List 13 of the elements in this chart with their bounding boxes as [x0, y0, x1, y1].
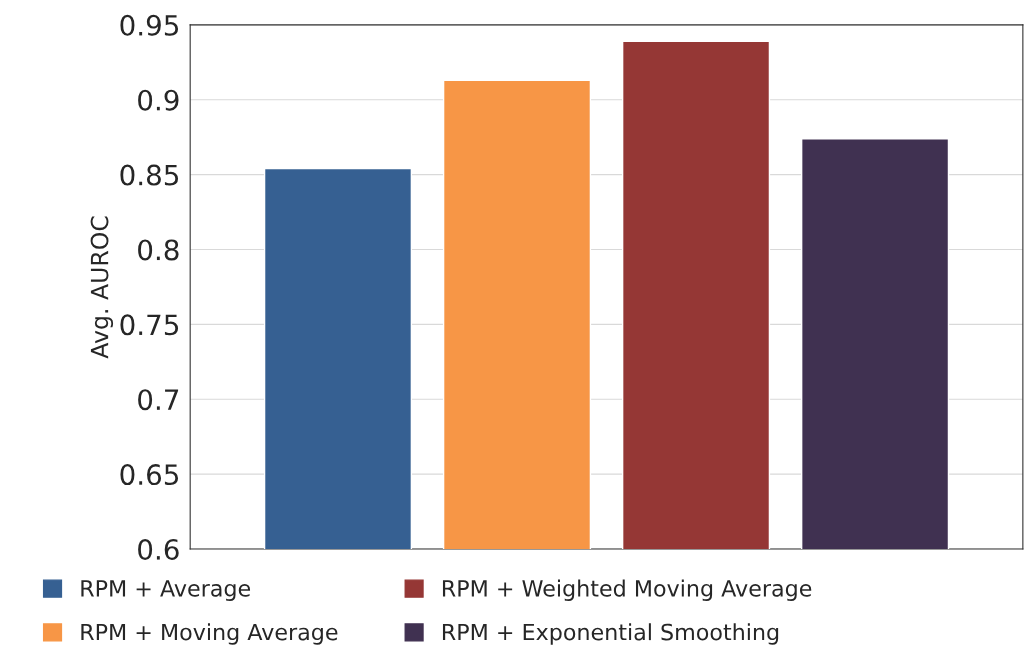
y-tick-label: 0.6: [138, 538, 179, 560]
y-tick-label: 0.65: [120, 464, 179, 486]
y-tick-label: 0.85: [120, 164, 179, 186]
y-tick-label: 0.95: [120, 14, 179, 36]
y-tick-label: 0.9: [138, 89, 179, 111]
legend-label: RPM + Exponential Smoothing: [442, 623, 779, 645]
y-axis-title: Avg. AUROC: [90, 216, 114, 359]
legend-label: RPM + Moving Average: [81, 623, 338, 645]
legend-label: RPM + Weighted Moving Average: [442, 579, 812, 602]
y-tick-label: 0.7: [138, 389, 179, 411]
y-tick-label: 0.8: [138, 239, 179, 261]
legend-label: RPM + Average: [81, 580, 251, 602]
y-tick-label: 0.75: [120, 314, 179, 336]
